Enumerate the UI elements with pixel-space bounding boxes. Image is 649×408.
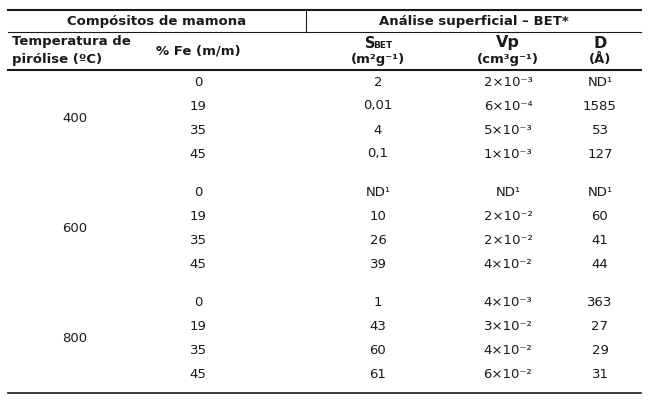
Text: 4×10⁻³: 4×10⁻³	[484, 295, 532, 308]
Text: 4: 4	[374, 124, 382, 137]
Text: ND¹: ND¹	[587, 186, 613, 199]
Text: 5×10⁻³: 5×10⁻³	[484, 124, 532, 137]
Text: 45: 45	[190, 368, 206, 381]
Text: (cm³g⁻¹): (cm³g⁻¹)	[477, 53, 539, 67]
Text: Vp: Vp	[496, 35, 520, 51]
Text: 2×10⁻²: 2×10⁻²	[484, 209, 532, 222]
Text: 0,1: 0,1	[367, 148, 389, 160]
Text: % Fe (m/m): % Fe (m/m)	[156, 44, 240, 58]
Text: 6×10⁻²: 6×10⁻²	[484, 368, 532, 381]
Text: 0,01: 0,01	[363, 100, 393, 113]
Text: 1: 1	[374, 295, 382, 308]
Text: 39: 39	[369, 257, 386, 271]
Text: 35: 35	[190, 233, 206, 246]
Text: Análise superficial – BET*: Análise superficial – BET*	[378, 15, 569, 27]
Text: 19: 19	[190, 100, 206, 113]
Text: 27: 27	[591, 319, 609, 333]
Text: 0: 0	[194, 186, 202, 199]
Text: 53: 53	[591, 124, 609, 137]
Text: 400: 400	[62, 111, 88, 124]
Text: 45: 45	[190, 148, 206, 160]
Text: 60: 60	[592, 209, 608, 222]
Text: 26: 26	[369, 233, 386, 246]
Text: 1585: 1585	[583, 100, 617, 113]
Text: 60: 60	[370, 344, 386, 357]
Text: 35: 35	[190, 124, 206, 137]
Text: 600: 600	[62, 222, 88, 235]
Text: 127: 127	[587, 148, 613, 160]
Text: 2: 2	[374, 75, 382, 89]
Text: 10: 10	[369, 209, 386, 222]
Text: BET: BET	[373, 42, 393, 51]
Text: S: S	[365, 35, 375, 51]
Text: 43: 43	[369, 319, 386, 333]
Text: 61: 61	[369, 368, 386, 381]
Text: 45: 45	[190, 257, 206, 271]
Text: 19: 19	[190, 319, 206, 333]
Text: 19: 19	[190, 209, 206, 222]
Text: 363: 363	[587, 295, 613, 308]
Text: 29: 29	[591, 344, 609, 357]
Text: 3×10⁻²: 3×10⁻²	[484, 319, 532, 333]
Text: (Å): (Å)	[589, 53, 611, 67]
Text: 6×10⁻⁴: 6×10⁻⁴	[484, 100, 532, 113]
Text: 31: 31	[591, 368, 609, 381]
Text: Temperatura de
pirólise (ºC): Temperatura de pirólise (ºC)	[12, 35, 130, 67]
Text: 1×10⁻³: 1×10⁻³	[484, 148, 532, 160]
Text: 4×10⁻²: 4×10⁻²	[484, 344, 532, 357]
Text: ND¹: ND¹	[365, 186, 391, 199]
Text: 0: 0	[194, 75, 202, 89]
Text: (m²g⁻¹): (m²g⁻¹)	[351, 53, 405, 67]
Text: Compósitos de mamona: Compósitos de mamona	[67, 15, 247, 27]
Text: 44: 44	[592, 257, 608, 271]
Text: 800: 800	[62, 331, 88, 344]
Text: ND¹: ND¹	[495, 186, 520, 199]
Text: 41: 41	[591, 233, 609, 246]
Text: D: D	[593, 35, 607, 51]
Text: 2×10⁻³: 2×10⁻³	[484, 75, 532, 89]
Text: 35: 35	[190, 344, 206, 357]
Text: 4×10⁻²: 4×10⁻²	[484, 257, 532, 271]
Text: ND¹: ND¹	[587, 75, 613, 89]
Text: 2×10⁻²: 2×10⁻²	[484, 233, 532, 246]
Text: 0: 0	[194, 295, 202, 308]
